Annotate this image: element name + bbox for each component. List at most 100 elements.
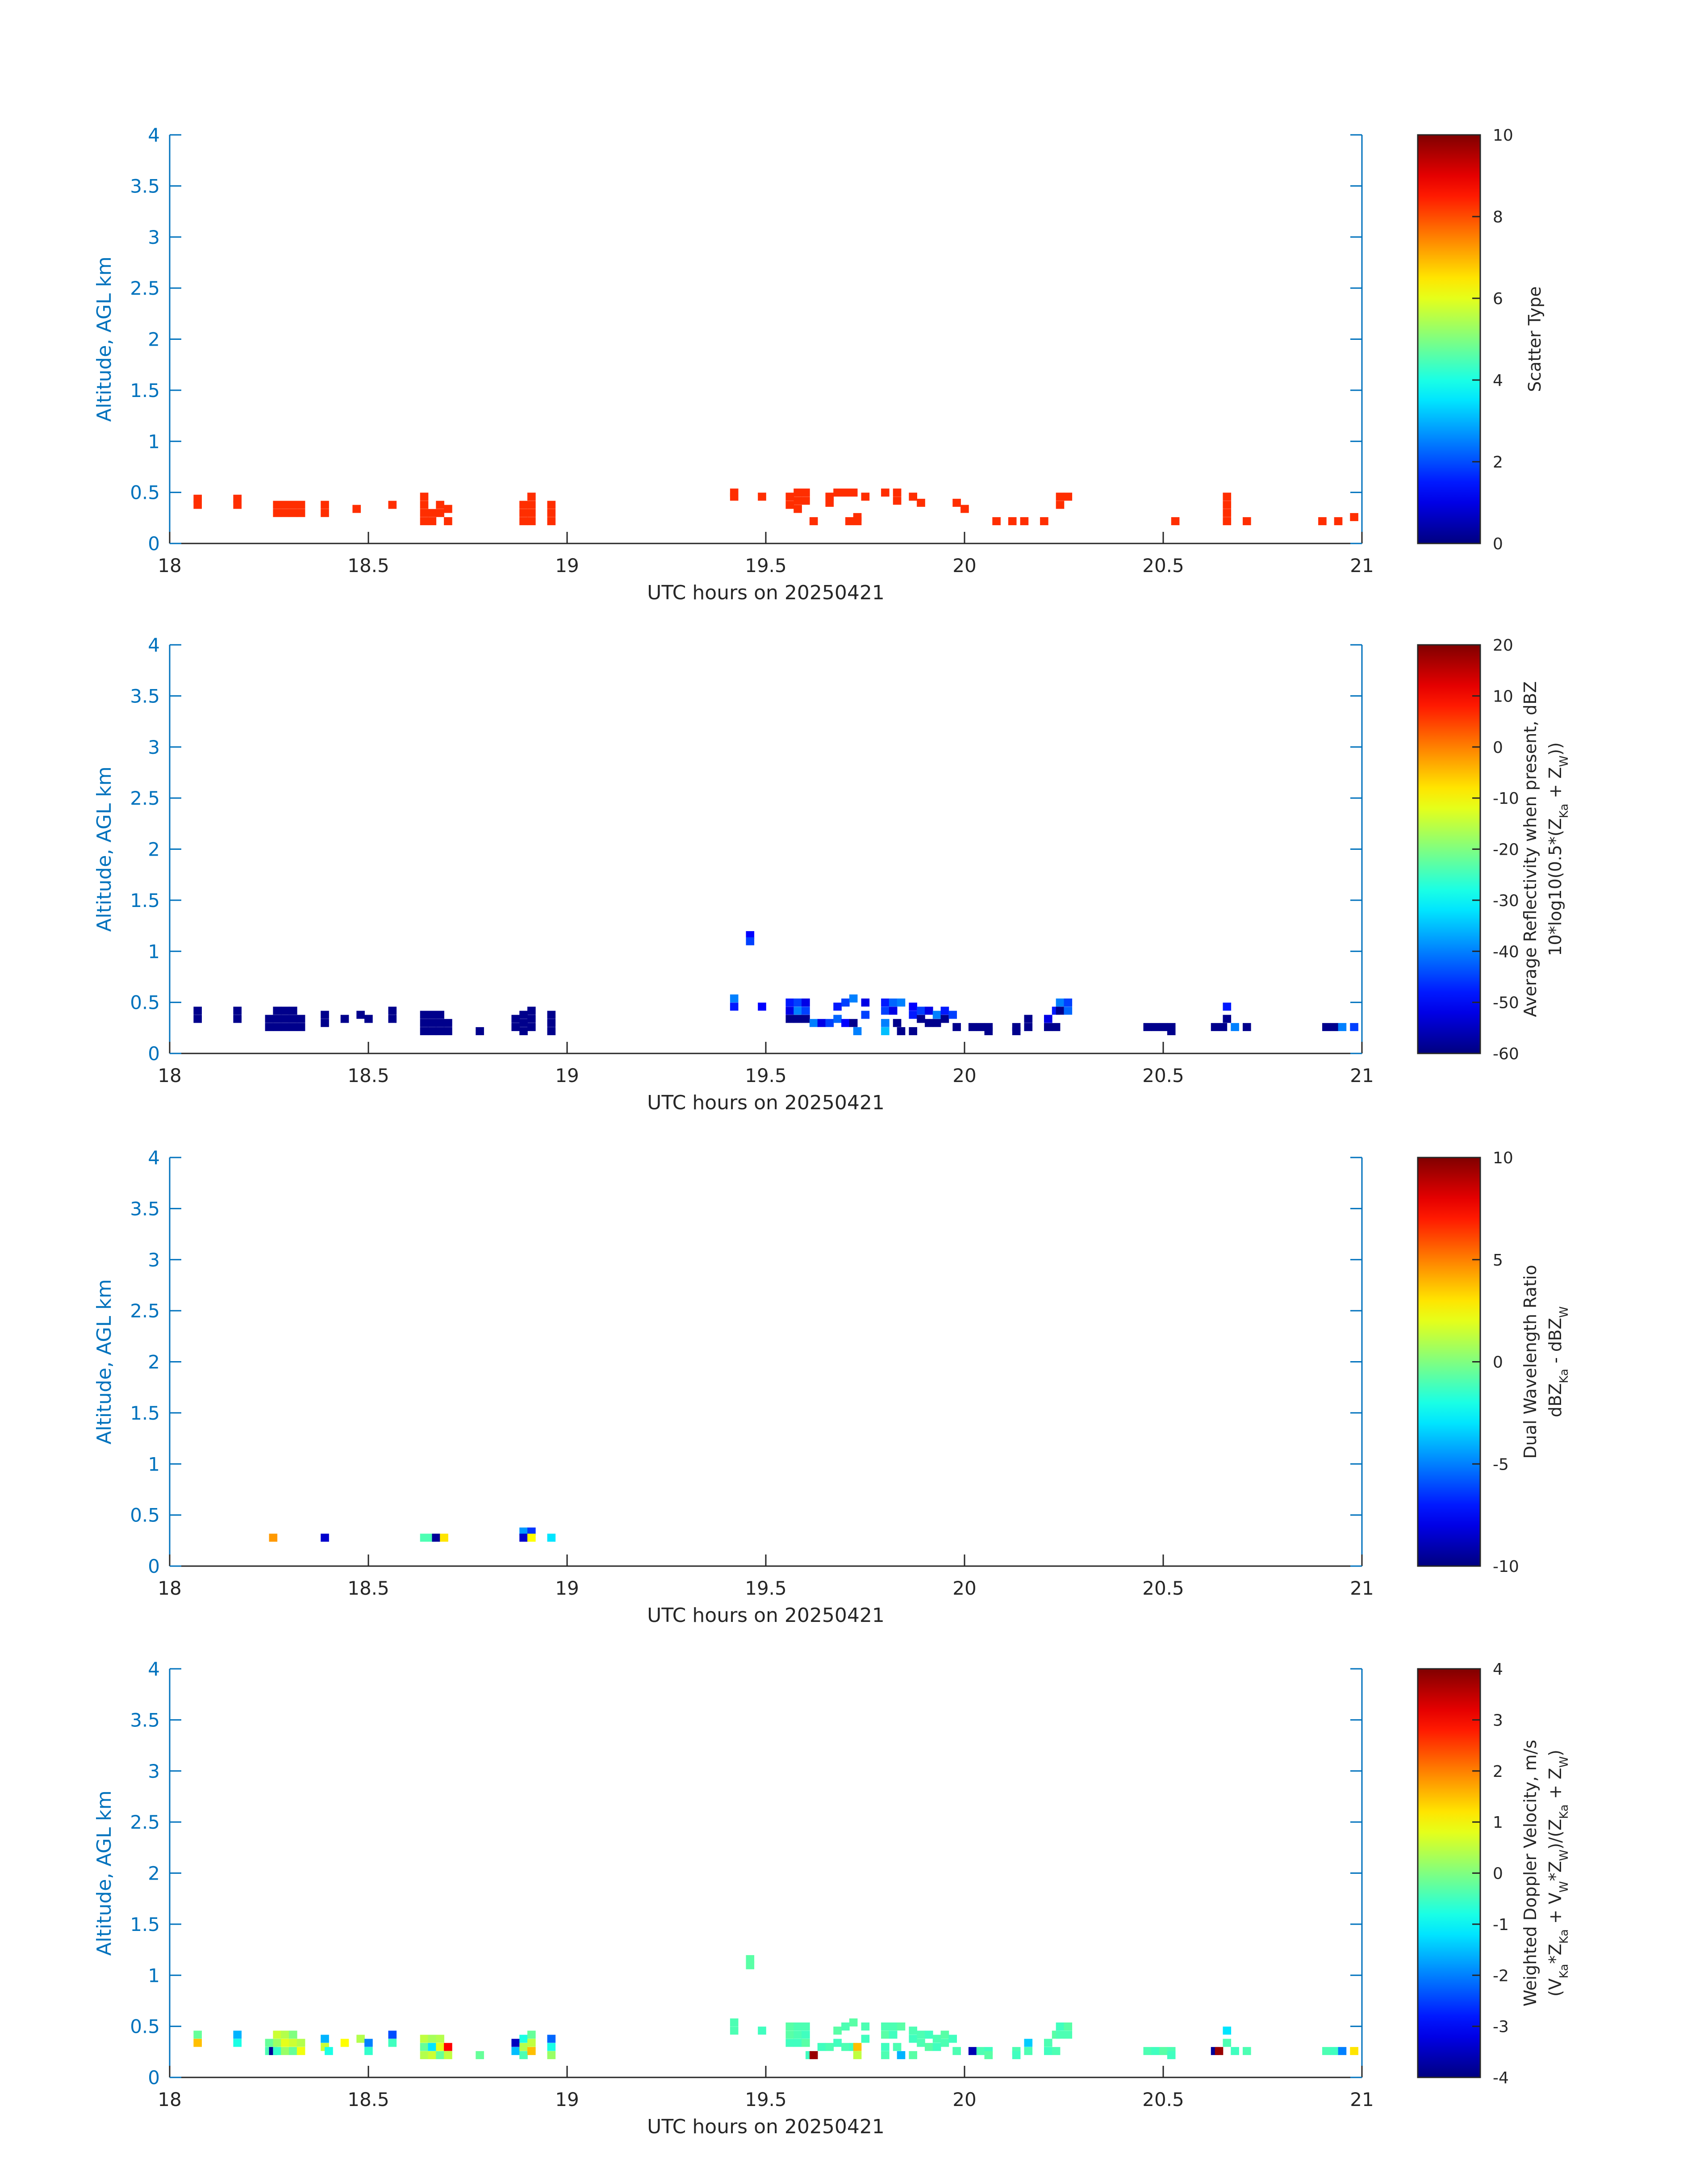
data-cell (420, 1027, 429, 1036)
data-cell (1143, 1023, 1152, 1031)
data-cell (849, 2018, 858, 2027)
x-tick-label: 20 (952, 2089, 976, 2110)
data-cell (825, 498, 834, 507)
data-cell (917, 498, 925, 507)
y-tick-label: 4 (148, 124, 160, 146)
colorbar-tick-label: -20 (1493, 841, 1519, 859)
data-cell (897, 1027, 906, 1036)
data-cell (273, 2047, 281, 2055)
data-cell (1056, 501, 1065, 509)
data-cell (511, 2039, 520, 2047)
data-cell (527, 1534, 536, 1542)
x-tick-label: 18 (158, 1577, 181, 1599)
data-cell (909, 1027, 917, 1036)
data-cell (1223, 1003, 1232, 1011)
y-tick-label: 1 (148, 1964, 160, 1986)
data-cell (730, 994, 739, 1003)
x-tick-label: 19.5 (745, 2089, 787, 2110)
data-cell (519, 1011, 528, 1019)
data-cell (1020, 517, 1029, 526)
colorbar-label-formula: 10*log10(0.5*(ZKa + ZW)) (1545, 742, 1571, 956)
y-tick-label: 2.5 (130, 1300, 160, 1322)
data-cell (952, 2047, 961, 2055)
data-cell (547, 509, 556, 517)
data-cell (1223, 493, 1232, 501)
data-cell (364, 2047, 373, 2055)
colorbar-tick-label: 20 (1493, 636, 1513, 655)
data-cell (861, 2022, 870, 2031)
data-cell (527, 1023, 536, 1031)
data-cell (1012, 2051, 1021, 2060)
data-cell (984, 1027, 993, 1036)
data-cell (388, 1007, 397, 1015)
colorbar-tick-label: 3 (1493, 1711, 1503, 1730)
data-cell (861, 1011, 870, 1019)
data-cell (1024, 2039, 1033, 2047)
data-cell (925, 2043, 933, 2051)
data-cell (909, 2027, 917, 2035)
data-cell (428, 2035, 437, 2043)
data-cell (265, 1015, 274, 1023)
data-cell (193, 494, 202, 503)
colorbar-tick-label: -4 (1493, 2069, 1509, 2087)
data-cell (1231, 2047, 1239, 2055)
data-cell (730, 2018, 739, 2027)
data-cell (925, 1007, 933, 1015)
data-cell (289, 2031, 297, 2039)
data-cell (420, 2043, 429, 2051)
y-tick-label: 1 (148, 1453, 160, 1475)
colorbar-label: Average Reflectivity when present, dBZ (1520, 681, 1540, 1017)
data-cell (889, 1007, 898, 1015)
x-tick-label: 18.5 (347, 1577, 389, 1599)
data-cell (436, 2035, 444, 2043)
colorbar-tick-label: 8 (1493, 208, 1503, 226)
data-cell (841, 2022, 850, 2031)
data-cell (730, 1003, 739, 1011)
data-cell (428, 509, 437, 517)
data-cell (897, 2022, 906, 2031)
colorbar-label-formula: dBZKa - dBZW (1545, 1306, 1571, 1417)
data-cell (527, 2039, 536, 2047)
y-tick-label: 0 (148, 1555, 160, 1577)
data-cell (785, 1015, 794, 1023)
data-cell (1171, 517, 1180, 526)
colorbar-tick-label: -2 (1493, 1967, 1509, 1985)
data-cell (809, 517, 818, 526)
data-cell (281, 1007, 289, 1015)
data-cell (849, 489, 858, 497)
data-cell (296, 501, 305, 509)
data-cell (273, 1023, 281, 1031)
x-tick-label: 19 (555, 555, 579, 577)
data-cell (1044, 1015, 1052, 1023)
data-cell (940, 1015, 949, 1023)
data-cell (547, 1534, 556, 1542)
data-cell (932, 2035, 941, 2043)
data-cell (233, 494, 242, 503)
data-cell (932, 1019, 941, 1027)
data-cell (1143, 2047, 1152, 2055)
data-cell (925, 1019, 933, 1027)
y-tick-label: 2 (148, 1863, 160, 1885)
data-cell (1056, 493, 1065, 501)
data-cell (1322, 1023, 1331, 1031)
data-cell (233, 1007, 242, 1015)
data-cell (833, 1015, 842, 1023)
y-tick-label: 0.5 (130, 1504, 160, 1526)
data-cell (527, 2031, 536, 2039)
data-cell (881, 1007, 889, 1015)
data-cell (436, 509, 444, 517)
data-cell (511, 1023, 520, 1031)
data-cell (289, 1015, 297, 1023)
colorbar: -10 -5 0 5 10 Dual Wavelength Ratio dBZKa - dB… (1417, 1149, 1571, 1576)
data-cell (917, 2039, 925, 2047)
data-cell (233, 501, 242, 509)
colorbar-tick-label: 6 (1493, 290, 1503, 308)
data-cell (273, 1007, 281, 1015)
data-cell (746, 937, 755, 945)
data-cell (436, 1027, 444, 1036)
y-tick-label: 3 (148, 736, 160, 758)
y-tick-label: 3.5 (130, 685, 160, 707)
colorbar-tick-label: -50 (1493, 994, 1519, 1012)
data-cell (909, 493, 917, 501)
